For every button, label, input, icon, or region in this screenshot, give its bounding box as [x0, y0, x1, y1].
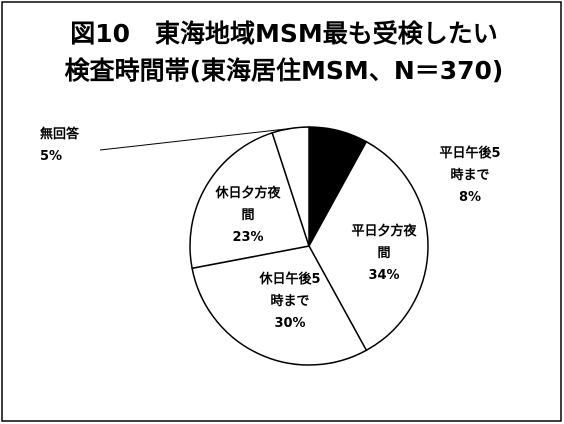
category-label: 平日夕方夜間: [351, 224, 417, 261]
chart-title: 図10 東海地域MSM最も受検したい: [70, 19, 498, 48]
category-label: 休日夕方夜間: [215, 186, 281, 223]
pie-slice: [271, 126, 310, 247]
pie-slice: [189, 131, 310, 270]
value-label: 30%: [274, 316, 306, 331]
slice-label: 無回答 5%: [40, 124, 79, 168]
slice-label: 平日午後5時まで 8%: [436, 143, 504, 209]
chart-title: 検査時間帯(東海居住MSM、N＝370): [65, 56, 504, 85]
category-label: 休日午後5時まで: [259, 272, 321, 309]
slice-label: 休日夕方夜間 23%: [214, 183, 282, 249]
category-label: 無回答: [40, 127, 80, 142]
pie-slice: [308, 140, 429, 352]
slice-label: 休日午後5時まで 30%: [256, 269, 324, 335]
value-label: 23%: [232, 230, 264, 245]
value-label: 8%: [458, 190, 482, 205]
value-label: 5%: [40, 149, 63, 164]
leader-line: [99, 127, 291, 151]
pie-slice: [191, 245, 368, 366]
category-label: 平日午後5時まで: [439, 146, 501, 183]
slice-label: 平日夕方夜間 34%: [350, 221, 418, 287]
value-label: 34%: [368, 268, 400, 283]
